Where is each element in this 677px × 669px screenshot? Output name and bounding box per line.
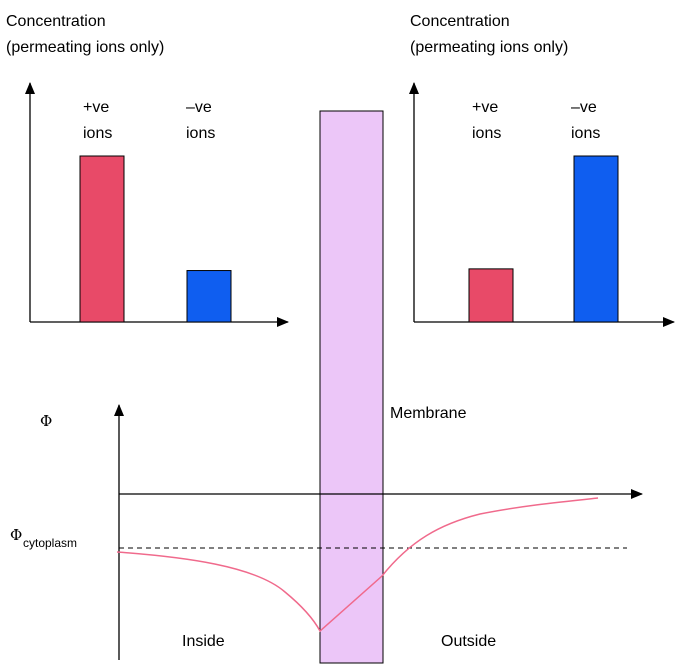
left-positive-ion-bar <box>79 155 125 323</box>
outside-label: Outside <box>441 633 496 650</box>
cytoplasm-potential-symbol: Φ <box>10 526 22 544</box>
left-negative-ion-bar <box>186 270 232 323</box>
right-concentration-panel: Concentration (permeating ions only) +ve… <box>409 13 675 327</box>
left-neg-ion-label-line1: –ve <box>186 99 212 116</box>
inside-label: Inside <box>182 633 225 650</box>
left-pos-ion-label-line2: ions <box>83 125 112 142</box>
membrane-label: Membrane <box>390 405 467 422</box>
right-panel-title-line1: Concentration <box>410 13 510 30</box>
membrane-slab <box>319 110 384 664</box>
left-panel-title-line1: Concentration <box>6 13 106 30</box>
potential-curve <box>116 497 599 633</box>
right-pos-ion-label-line1: +ve <box>472 99 498 116</box>
right-negative-ion-bar <box>573 155 619 323</box>
right-pos-ion-label-line2: ions <box>472 125 501 142</box>
left-panel-title-line2: (permeating ions only) <box>6 39 164 56</box>
potential-axis-symbol: Φ <box>40 412 52 430</box>
cytoplasm-potential-subscript: cytoplasm <box>23 536 77 550</box>
potential-plot: Φ Φ cytoplasm Inside Outside <box>10 404 643 660</box>
right-panel-title-line2: (permeating ions only) <box>410 39 568 56</box>
right-neg-ion-label-line1: –ve <box>571 99 597 116</box>
right-neg-ion-label-line2: ions <box>571 125 600 142</box>
left-pos-ion-label-line1: +ve <box>83 99 109 116</box>
left-neg-ion-label-line2: ions <box>186 125 215 142</box>
right-positive-ion-bar <box>468 268 514 323</box>
left-concentration-panel: Concentration (permeating ions only) +ve… <box>6 13 289 327</box>
